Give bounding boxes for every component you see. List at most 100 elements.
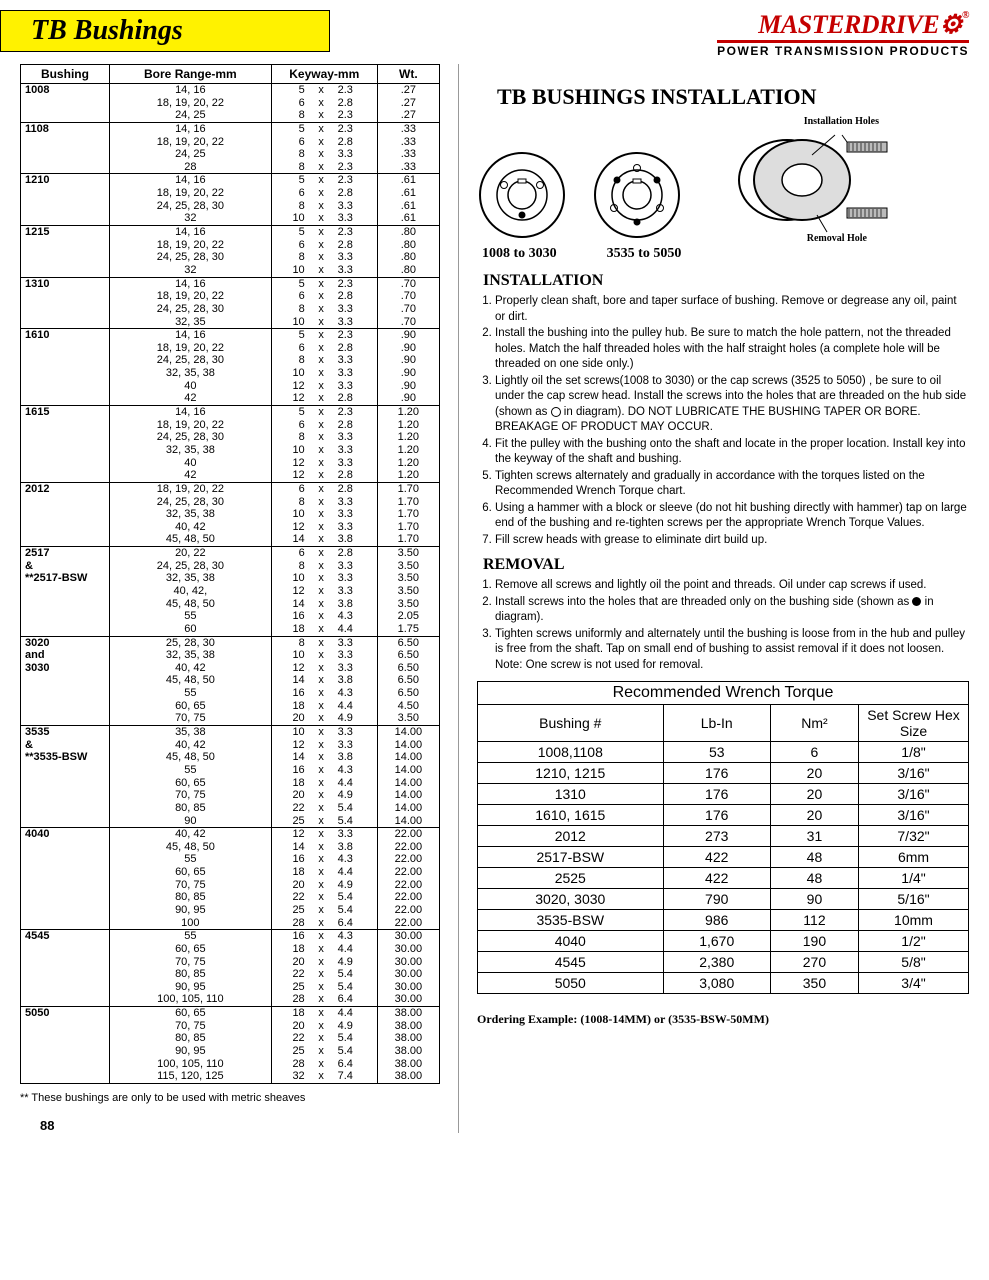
table-row: 100, 105, 11028x6.438.00 <box>21 1058 440 1071</box>
table-row: 90, 9525x5.438.00 <box>21 1045 440 1058</box>
table-row: 60, 6518x4.44.50 <box>21 700 440 713</box>
brand-block: MASTERDRIVE⚙® POWER TRANSMISSION PRODUCT… <box>717 10 969 58</box>
torque-table-wrap: Recommended Wrench Torque Bushing # Lb-I… <box>477 681 969 994</box>
table-row: 32, 3510x3.3.70 <box>21 316 440 329</box>
th-lbin: Lb-In <box>663 705 770 742</box>
table-row: 60, 6518x4.414.00 <box>21 777 440 790</box>
diagram-captions: 1008 to 3030 3535 to 5050 <box>482 246 969 262</box>
table-row: 121514, 165x2.3.80 <box>21 226 440 239</box>
table-row: 505060, 6518x4.438.00 <box>21 1007 440 1020</box>
table-row: 4212x2.8.90 <box>21 392 440 405</box>
table-row: 251720, 226x2.83.50 <box>21 547 440 560</box>
brand-name: MASTERDRIVE⚙® <box>717 10 969 40</box>
table-row: 4212x2.81.20 <box>21 469 440 482</box>
step-item: Install screws into the holes that are t… <box>495 595 969 626</box>
th-wt: Wt. <box>377 65 439 84</box>
table-row: 161014, 165x2.3.90 <box>21 329 440 342</box>
table-row: 60, 6518x4.422.00 <box>21 866 440 879</box>
table-row: 32, 35, 3810x3.31.20 <box>21 444 440 457</box>
table-row: 201218, 19, 20, 226x2.81.70 <box>21 482 440 495</box>
step-item: Fit the pulley with the bushing onto the… <box>495 437 969 468</box>
table-row: 131014, 165x2.3.70 <box>21 277 440 290</box>
table-row: **2517-BSW32, 35, 3810x3.33.50 <box>21 572 440 585</box>
th-bushing: Bushing <box>21 65 110 84</box>
table-row: &40, 4212x3.314.00 <box>21 739 440 752</box>
table-row: 45, 48, 5014x3.822.00 <box>21 841 440 854</box>
installation-steps: Properly clean shaft, bore and taper sur… <box>495 294 969 548</box>
table-row: 70, 7520x4.938.00 <box>21 1020 440 1033</box>
torque-row: 1610, 1615176203/16" <box>478 805 969 826</box>
step-item: Remove all screws and lightly oil the po… <box>495 578 969 594</box>
table-row: 80, 8522x5.438.00 <box>21 1032 440 1045</box>
table-row: 40, 42,12x3.33.50 <box>21 585 440 598</box>
section-removal: REMOVAL <box>483 556 969 574</box>
table-row: 24, 25, 28, 308x3.3.80 <box>21 251 440 264</box>
header: TB Bushings MASTERDRIVE⚙® POWER TRANSMIS… <box>20 10 969 58</box>
table-row: 32, 35, 3810x3.31.70 <box>21 508 440 521</box>
table-row: 24, 258x2.3.27 <box>21 109 440 122</box>
label-install-holes: Installation Holes <box>804 116 879 127</box>
table-row: 45, 48, 5014x3.81.70 <box>21 533 440 546</box>
page-title: TB Bushings <box>31 15 299 47</box>
table-row: 24, 25, 28, 308x3.3.90 <box>21 354 440 367</box>
table-row: and32, 35, 3810x3.36.50 <box>21 649 440 662</box>
th-bushing-no: Bushing # <box>478 705 664 742</box>
removal-steps: Remove all screws and lightly oil the po… <box>495 578 969 673</box>
step-item: Lightly oil the set screws(1008 to 3030)… <box>495 374 969 436</box>
section-installation: INSTALLATION <box>483 272 969 290</box>
table-row: 5516x4.36.50 <box>21 687 440 700</box>
torque-row: 1310176203/16" <box>478 784 969 805</box>
bushing-diagrams: Installation Holes <box>477 120 969 240</box>
caption-3535: 3535 to 5050 <box>607 246 682 262</box>
ordering-example: Ordering Example: (1008-14MM) or (3535-B… <box>477 1012 969 1027</box>
install-title: TB BUSHINGS INSTALLATION <box>497 84 969 110</box>
table-row: 302025, 28, 308x3.36.50 <box>21 636 440 649</box>
label-removal-hole: Removal Hole <box>807 233 867 244</box>
table-row: 404040, 4212x3.322.00 <box>21 828 440 841</box>
table-row: 5516x4.314.00 <box>21 764 440 777</box>
table-row: 6018x4.41.75 <box>21 623 440 636</box>
bushing-isometric-icon <box>707 120 897 240</box>
table-row: 24, 25, 28, 308x3.3.70 <box>21 303 440 316</box>
table-row: 110814, 165x2.3.33 <box>21 122 440 135</box>
torque-row: 2517-BSW422486mm <box>478 847 969 868</box>
table-row: 70, 7520x4.930.00 <box>21 956 440 969</box>
table-row: 24, 25, 28, 308x3.31.70 <box>21 496 440 509</box>
table-row: 24, 25, 28, 308x3.3.61 <box>21 200 440 213</box>
table-row: 18, 19, 20, 226x2.81.20 <box>21 419 440 432</box>
torque-row: 50503,0803503/4" <box>478 973 969 994</box>
table-row: 45, 48, 5014x3.86.50 <box>21 674 440 687</box>
bushing-face-1008-icon <box>477 150 567 240</box>
table-row: 70, 7520x4.922.00 <box>21 879 440 892</box>
bushing-table: Bushing Bore Range-mm Keyway-mm Wt. 1008… <box>20 64 440 1084</box>
caption-1008: 1008 to 3030 <box>482 246 557 262</box>
step-item: Properly clean shaft, bore and taper sur… <box>495 294 969 325</box>
torque-table: Recommended Wrench Torque Bushing # Lb-I… <box>477 681 969 994</box>
table-row: 3210x3.3.61 <box>21 212 440 225</box>
table-row: 100814, 165x2.3.27 <box>21 84 440 97</box>
torque-row: 3535-BSW98611210mm <box>478 910 969 931</box>
open-circle-icon <box>551 407 561 417</box>
table-row: 4012x3.3.90 <box>21 380 440 393</box>
table-row: 18, 19, 20, 226x2.8.33 <box>21 136 440 149</box>
th-bore: Bore Range-mm <box>109 65 271 84</box>
table-row: 3210x3.3.80 <box>21 264 440 277</box>
gear-icon: ⚙ <box>939 10 962 39</box>
step-item: Tighten screws uniformly and alternately… <box>495 627 969 674</box>
torque-row: 1210, 1215176203/16" <box>478 763 969 784</box>
footnote: ** These bushings are only to be used wi… <box>20 1092 440 1104</box>
table-row: 80, 8522x5.422.00 <box>21 891 440 904</box>
right-column: TB BUSHINGS INSTALLATION <box>458 64 969 1133</box>
torque-row: 3020, 3030790905/16" <box>478 889 969 910</box>
table-row: 80, 8522x5.414.00 <box>21 802 440 815</box>
torque-title: Recommended Wrench Torque <box>478 682 969 705</box>
title-bar: TB Bushings <box>0 10 330 52</box>
torque-row: 2012273317/32" <box>478 826 969 847</box>
table-row: 303040, 4212x3.36.50 <box>21 662 440 675</box>
step-item: Fill screw heads with grease to eliminat… <box>495 533 969 549</box>
table-row: 18, 19, 20, 226x2.8.80 <box>21 239 440 252</box>
table-row: 18, 19, 20, 226x2.8.27 <box>21 97 440 110</box>
torque-row: 2525422481/4" <box>478 868 969 889</box>
th-keyway: Keyway-mm <box>271 65 377 84</box>
bushing-iso-wrap: Installation Holes <box>707 120 897 240</box>
